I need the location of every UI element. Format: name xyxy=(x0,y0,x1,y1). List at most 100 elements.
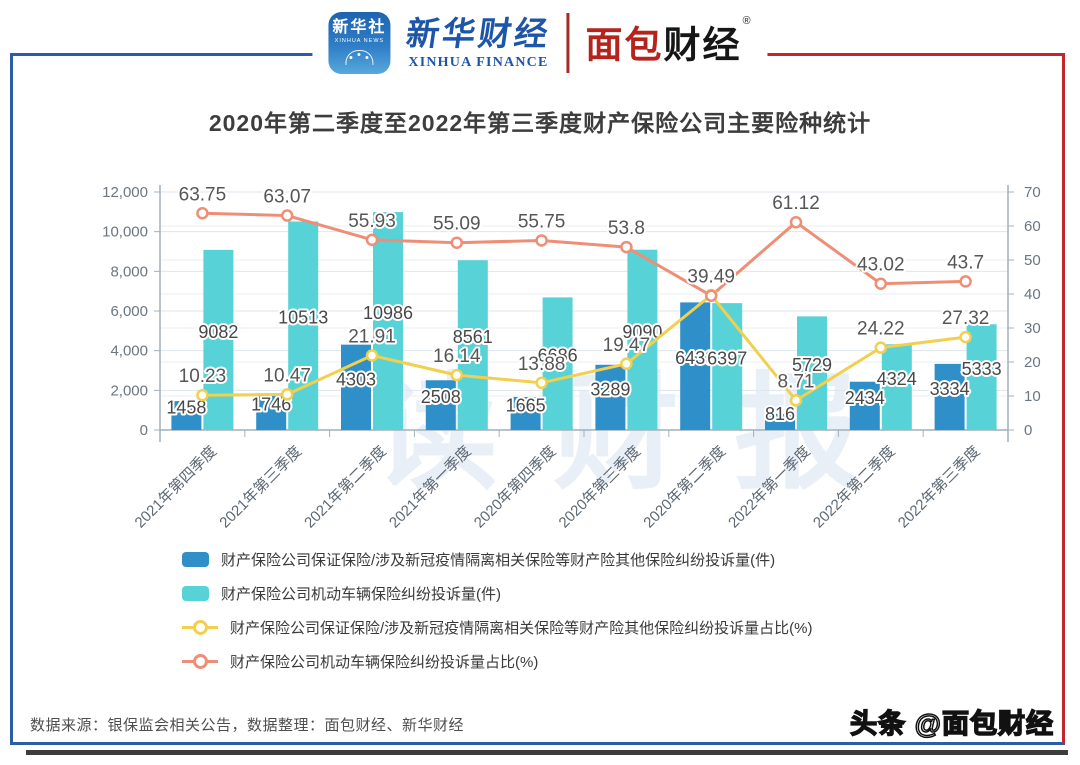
bar-series1 xyxy=(595,364,626,430)
line-series1 xyxy=(202,293,966,402)
xinhua-news-subtitle: XINHUA NEWS xyxy=(334,38,385,45)
right-axis-tick-label: 50 xyxy=(1024,252,1041,269)
x-axis-category-label: 2020年第三季度 xyxy=(555,442,644,531)
legend: 财产保险公司保证保险/涉及新冠疫情隔离相关保险等财产险其他保险纠纷投诉量(件) 财… xyxy=(182,549,813,672)
line-value-label: 55.93 xyxy=(348,211,396,232)
bar-series2 xyxy=(797,316,827,430)
line-marker xyxy=(874,277,888,290)
right-axis-tick-label: 0 xyxy=(1024,422,1032,439)
bar-value-label: 816 xyxy=(765,404,795,424)
line-series2 xyxy=(202,211,966,298)
legend-label: 财产保险公司机动车辆保险纠纷投诉量占比(%) xyxy=(230,654,539,671)
bar-value-label: 9082 xyxy=(198,322,238,342)
bar-series2 xyxy=(203,249,234,430)
line-marker xyxy=(365,349,379,362)
line-marker xyxy=(280,209,294,222)
legend-line-marker-icon xyxy=(182,620,218,635)
line-marker xyxy=(620,357,633,371)
mianbao-finance-logo: 面包财经® xyxy=(585,10,751,76)
xinhua-news-app-icon: 新华社 XINHUA NEWS xyxy=(328,12,391,75)
left-axis-tick-label: 8,000 xyxy=(110,263,148,280)
x-axis-category-label: 2020年第二季度 xyxy=(640,442,729,531)
globe-icon xyxy=(345,50,374,66)
frame-top-blue xyxy=(10,53,330,56)
logo-divider xyxy=(566,13,570,74)
line-value-label: 8.71 xyxy=(778,371,815,392)
line-value-label: 13.88 xyxy=(518,354,566,375)
line-marker xyxy=(959,275,972,288)
bar-value-label: 4303 xyxy=(336,369,376,389)
x-axis-category-label: 2022年第三季度 xyxy=(894,442,983,531)
bar-value-label: 8561 xyxy=(453,327,493,347)
header-logo-row: 新华社 XINHUA NEWS 新华财经 XINHUA FINANCE 面包财经… xyxy=(312,10,768,77)
bar-value-label: 6686 xyxy=(538,346,578,366)
bar-series2 xyxy=(712,303,743,430)
line-value-label: 27.32 xyxy=(942,308,990,329)
xinhua-finance-cn: 新华财经 xyxy=(403,14,554,52)
line-value-label: 16.14 xyxy=(433,346,481,367)
left-axis-tick-label: 12,000 xyxy=(102,184,148,201)
bar-series2 xyxy=(966,324,997,430)
line-value-label: 10.23 xyxy=(179,366,227,387)
bar-series1 xyxy=(256,395,287,430)
mianbao-logo-part2: 财经 xyxy=(663,24,742,66)
left-axis-tick-label: 6,000 xyxy=(110,303,148,320)
page-title: 2020年第二季度至2022年第三季度财产保险公司主要险种统计 xyxy=(208,110,872,136)
bar-series2 xyxy=(457,260,488,430)
bar-value-label: 4324 xyxy=(877,369,917,389)
legend-bar-swatch-icon xyxy=(182,552,209,567)
x-axis-category-label: 2022年第二季度 xyxy=(809,442,898,531)
right-axis-tick-label: 60 xyxy=(1024,218,1041,235)
line-value-label: 61.12 xyxy=(772,193,820,214)
line-marker xyxy=(196,207,209,220)
content-frame xyxy=(10,53,1065,745)
bar-series2 xyxy=(881,344,912,430)
bar-value-label: 2434 xyxy=(845,388,885,408)
line-value-label: 10.47 xyxy=(263,365,311,386)
bar-series1 xyxy=(510,396,541,430)
legend-line-marker-icon xyxy=(182,654,218,669)
frame-bottom-shadow xyxy=(26,750,1068,755)
line-marker xyxy=(874,341,888,354)
right-axis-tick-label: 70 xyxy=(1024,184,1041,201)
bar-value-label: 10986 xyxy=(363,303,413,323)
legend-label: 财产保险公司机动车辆保险纠纷投诉量(件) xyxy=(221,586,501,603)
legend-item-2: 财产保险公司机动车辆保险纠纷投诉量(件) xyxy=(182,583,813,604)
bar-value-label: 10513 xyxy=(278,308,328,328)
bar-series1 xyxy=(171,401,202,430)
bar-value-label: 1665 xyxy=(506,395,546,415)
left-axis-tick-label: 10,000 xyxy=(102,224,148,241)
legend-item-1: 财产保险公司保证保险/涉及新冠疫情隔离相关保险等财产险其他保险纠纷投诉量(件) xyxy=(182,549,813,570)
line-marker xyxy=(789,394,803,407)
registered-mark: ® xyxy=(742,15,753,27)
legend-item-3: 财产保险公司保证保险/涉及新冠疫情隔离相关保险等财产险其他保险纠纷投诉量占比(%… xyxy=(182,617,813,638)
line-value-label: 43.7 xyxy=(947,252,984,273)
line-marker xyxy=(535,376,548,390)
xinhua-news-title: 新华社 xyxy=(332,19,387,37)
line-value-label: 43.02 xyxy=(857,255,905,276)
bar-series2 xyxy=(627,249,658,430)
bar-series1 xyxy=(425,380,456,430)
left-axis-tick-label: 4,000 xyxy=(110,343,148,360)
bar-value-label: 5333 xyxy=(962,359,1002,379)
legend-label: 财产保险公司保证保险/涉及新冠疫情隔离相关保险等财产险其他保险纠纷投诉量(件) xyxy=(221,552,776,569)
left-axis-tick-label: 0 xyxy=(140,422,148,439)
bar-series2 xyxy=(373,212,403,430)
left-axis-tick-label: 2,000 xyxy=(110,382,148,399)
bar-series1 xyxy=(680,302,711,430)
bar-value-label: 2508 xyxy=(421,387,461,407)
bar-series1 xyxy=(934,363,965,430)
xinhua-finance-en: XINHUA FINANCE xyxy=(408,54,549,70)
x-axis-category-label: 2022年第一季度 xyxy=(724,442,813,531)
line-marker xyxy=(450,368,464,382)
line-marker xyxy=(959,330,972,344)
mianbao-logo-part1: 面包 xyxy=(585,24,664,66)
bar-value-label: 3289 xyxy=(590,379,630,399)
bar-series1 xyxy=(765,413,795,430)
line-value-label: 63.75 xyxy=(179,184,227,205)
x-axis-category-label: 2020年第四季度 xyxy=(470,442,559,531)
frame-top-red xyxy=(752,53,1062,56)
byline-badge: 头条 @面包财经 xyxy=(849,708,1054,740)
